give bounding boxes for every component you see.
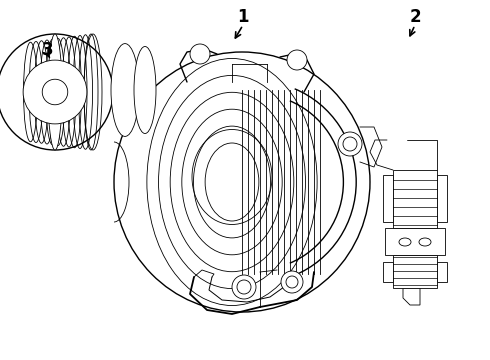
- Ellipse shape: [134, 46, 156, 134]
- Text: 2: 2: [409, 8, 421, 26]
- Circle shape: [42, 79, 68, 105]
- Polygon shape: [393, 170, 437, 228]
- Circle shape: [237, 280, 251, 294]
- Circle shape: [338, 132, 362, 156]
- Polygon shape: [393, 255, 437, 288]
- Ellipse shape: [419, 238, 431, 246]
- Polygon shape: [437, 262, 447, 282]
- Ellipse shape: [114, 52, 370, 312]
- Ellipse shape: [111, 44, 139, 136]
- Circle shape: [190, 44, 210, 64]
- Ellipse shape: [48, 34, 62, 150]
- Polygon shape: [437, 175, 447, 222]
- Polygon shape: [403, 288, 420, 305]
- Text: 3: 3: [42, 41, 54, 59]
- Circle shape: [286, 276, 298, 288]
- Circle shape: [287, 50, 307, 70]
- Text: 1: 1: [237, 8, 249, 26]
- Polygon shape: [385, 228, 445, 255]
- Circle shape: [23, 60, 87, 124]
- Polygon shape: [383, 175, 393, 222]
- Circle shape: [343, 137, 357, 151]
- Ellipse shape: [399, 238, 411, 246]
- Circle shape: [281, 271, 303, 293]
- Polygon shape: [383, 262, 393, 282]
- Ellipse shape: [84, 34, 102, 150]
- Circle shape: [232, 275, 256, 299]
